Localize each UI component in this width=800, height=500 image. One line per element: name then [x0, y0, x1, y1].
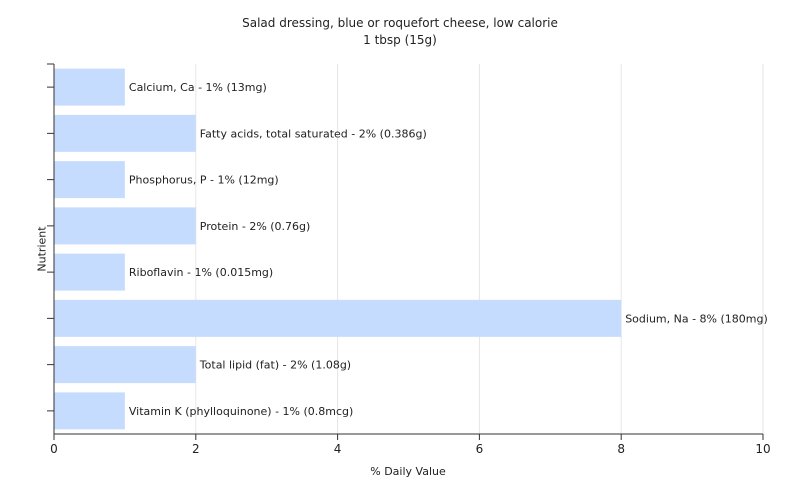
chart-subtitle: 1 tbsp (15g) — [363, 33, 437, 47]
bar-label: Vitamin K (phylloquinone) - 1% (0.8mcg) — [129, 405, 353, 418]
chart-title: Salad dressing, blue or roquefort cheese… — [242, 16, 558, 30]
bar-label: Protein - 2% (0.76g) — [200, 220, 311, 233]
x-tick-label: 2 — [192, 442, 200, 456]
bar — [54, 299, 622, 337]
bar-label: Total lipid (fat) - 2% (1.08g) — [199, 359, 351, 372]
bar — [54, 114, 196, 152]
x-tick-label: 6 — [476, 442, 484, 456]
x-tick-label: 8 — [617, 442, 625, 456]
bar — [54, 68, 125, 106]
x-tick-label: 0 — [50, 442, 58, 456]
bar-label: Fatty acids, total saturated - 2% (0.386… — [200, 127, 427, 140]
bar-label: Riboflavin - 1% (0.015mg) — [129, 266, 273, 279]
bar — [54, 346, 196, 384]
bar-label: Phosphorus, P - 1% (12mg) — [129, 174, 279, 187]
y-axis-label: Nutrient — [35, 226, 49, 272]
bar — [54, 161, 125, 199]
bar — [54, 253, 125, 291]
bar — [54, 207, 196, 245]
x-tick-label: 10 — [755, 442, 770, 456]
x-tick-label: 4 — [334, 442, 342, 456]
bar — [54, 392, 125, 430]
bar-label: Sodium, Na - 8% (180mg) — [625, 312, 768, 325]
bar-label: Calcium, Ca - 1% (13mg) — [129, 81, 267, 94]
x-axis-label: % Daily Value — [370, 465, 446, 478]
